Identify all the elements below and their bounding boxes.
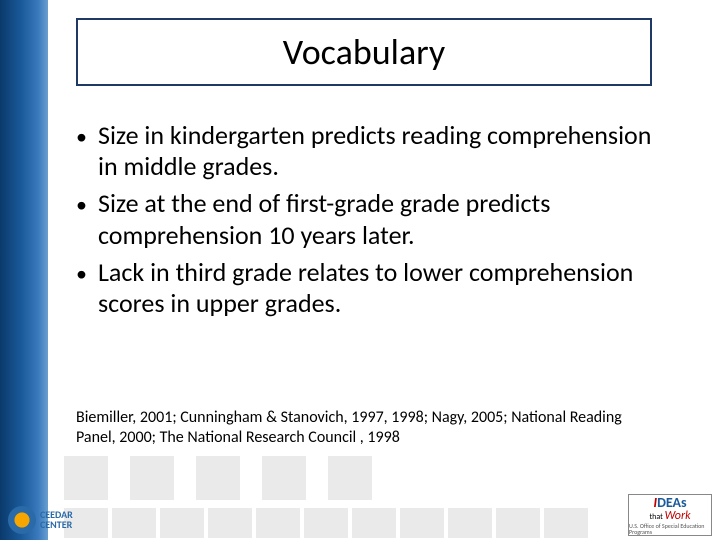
grey-square-icon: [256, 508, 300, 538]
decorative-squares-row-1: [64, 456, 372, 500]
grey-square-icon: [304, 508, 348, 538]
grey-square-icon: [160, 508, 204, 538]
bullet-dot-icon: •: [76, 188, 98, 218]
grey-square-icon: [328, 456, 372, 500]
ceedar-logo-text: CEEDAR CENTER: [40, 510, 73, 530]
slide: Vocabulary • Size in kindergarten predic…: [0, 0, 720, 540]
grey-square-icon: [262, 456, 306, 500]
bullet-text: Size in kindergarten predicts reading co…: [98, 120, 662, 182]
grey-square-icon: [130, 456, 174, 500]
that-work-line: that Work: [649, 510, 690, 522]
bullet-dot-icon: •: [76, 120, 98, 150]
grey-square-icon: [208, 508, 252, 538]
work-text: Work: [665, 509, 691, 523]
gear-icon: [8, 506, 36, 534]
bullet-item: • Size in kindergarten predicts reading …: [76, 120, 662, 182]
that-text: that: [649, 512, 662, 522]
ideas-word: IDEAs: [653, 496, 686, 510]
ceedar-line2: CENTER: [40, 518, 72, 531]
osep-subtext: U.S. Office of Special Education Program…: [629, 523, 711, 535]
grey-square-icon: [544, 508, 588, 538]
bullet-dot-icon: •: [76, 257, 98, 287]
grey-square-icon: [64, 456, 108, 500]
decorative-squares-row-2: [64, 508, 588, 538]
ideas-that-work-logo: IDEAs that Work U.S. Office of Special E…: [628, 494, 712, 536]
bullet-item: • Lack in third grade relates to lower c…: [76, 257, 662, 319]
bullet-text: Size at the end of first-grade grade pre…: [98, 188, 662, 250]
grey-square-icon: [448, 508, 492, 538]
body-text: • Size in kindergarten predicts reading …: [76, 120, 662, 325]
slide-title: Vocabulary: [283, 30, 445, 74]
grey-square-icon: [400, 508, 444, 538]
citation-text: Biemiller, 2001; Cunningham & Stanovich,…: [76, 408, 662, 448]
grey-square-icon: [196, 456, 240, 500]
title-box: Vocabulary: [76, 18, 652, 86]
bullet-item: • Size at the end of first-grade grade p…: [76, 188, 662, 250]
grey-square-icon: [496, 508, 540, 538]
ceedar-logo: CEEDAR CENTER: [8, 504, 136, 536]
bullet-text: Lack in third grade relates to lower com…: [98, 257, 662, 319]
grey-square-icon: [352, 508, 396, 538]
left-stripe: [0, 0, 48, 540]
